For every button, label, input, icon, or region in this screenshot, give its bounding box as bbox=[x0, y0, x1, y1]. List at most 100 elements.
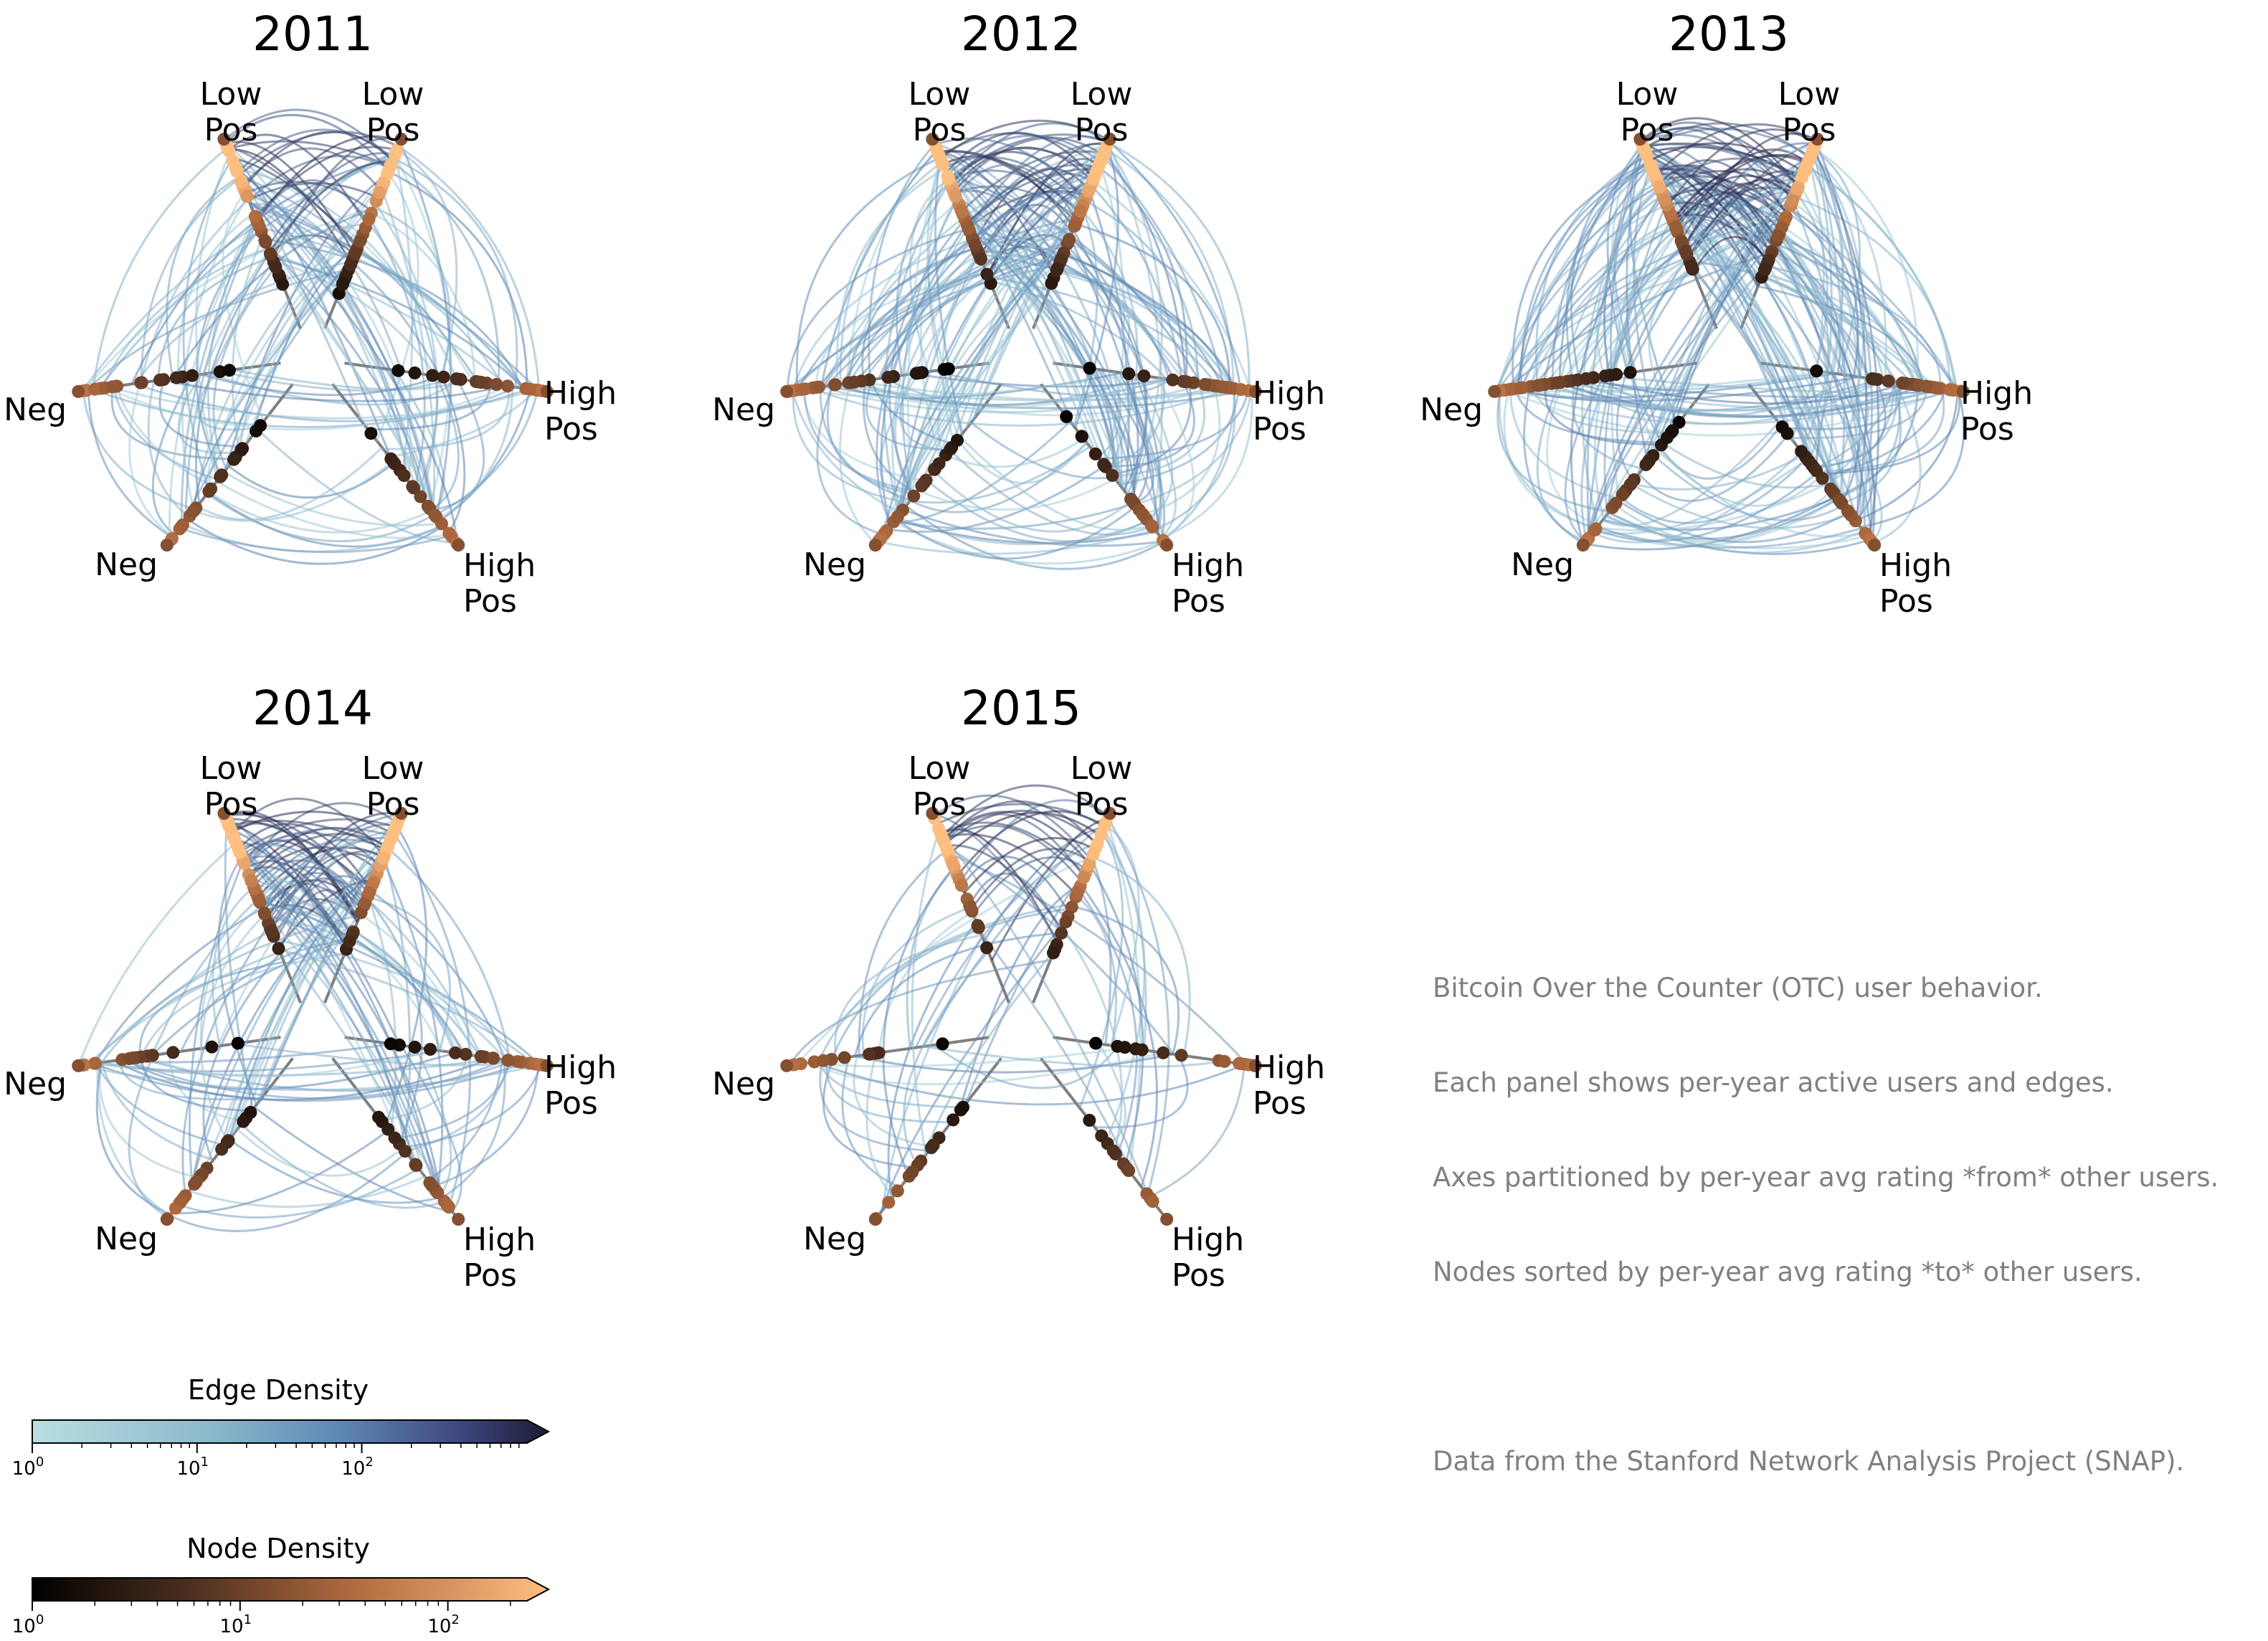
edge bbox=[224, 820, 254, 1110]
info-line-2: Each panel shows per-year active users a… bbox=[1433, 1067, 2114, 1098]
edge bbox=[1106, 378, 1165, 469]
axis-label-low-pos-right: Low Pos bbox=[1071, 750, 1133, 823]
tick-label: 101 bbox=[176, 1455, 209, 1480]
edge bbox=[1595, 225, 1676, 377]
node bbox=[244, 1106, 257, 1120]
node bbox=[429, 509, 442, 523]
edge bbox=[397, 145, 541, 391]
node bbox=[863, 1047, 876, 1061]
edge bbox=[863, 380, 917, 494]
edge bbox=[1097, 371, 1121, 458]
tick-label: 100 bbox=[12, 1455, 44, 1480]
node bbox=[166, 1046, 180, 1059]
edge bbox=[820, 149, 938, 387]
node bbox=[1068, 219, 1081, 233]
nodes bbox=[780, 133, 1262, 552]
node bbox=[1810, 364, 1823, 378]
edge bbox=[1149, 1064, 1245, 1198]
edge bbox=[933, 794, 1092, 861]
edges bbox=[81, 108, 541, 565]
node bbox=[231, 1036, 245, 1050]
edge bbox=[222, 191, 265, 422]
node bbox=[227, 453, 241, 466]
node bbox=[1198, 378, 1212, 391]
edge bbox=[1596, 483, 1828, 531]
node bbox=[240, 189, 254, 203]
node bbox=[227, 830, 240, 843]
edge bbox=[220, 370, 452, 392]
axis-label-neg-bottom: Neg bbox=[95, 1221, 158, 1257]
node bbox=[394, 133, 408, 146]
edge bbox=[1090, 184, 1183, 382]
node bbox=[1146, 1194, 1159, 1208]
axis-label-neg-bottom: Neg bbox=[803, 1221, 866, 1257]
node bbox=[424, 1043, 437, 1056]
edge bbox=[963, 836, 1096, 894]
node bbox=[126, 1051, 140, 1065]
node bbox=[1868, 539, 1882, 552]
node bbox=[1653, 180, 1666, 194]
edge bbox=[850, 377, 1165, 410]
node bbox=[146, 1049, 159, 1062]
axis-label-low-pos-left: Low Pos bbox=[1616, 76, 1679, 148]
tick-label: 101 bbox=[220, 1612, 252, 1637]
edge bbox=[192, 256, 355, 511]
edge bbox=[207, 491, 432, 534]
node bbox=[1160, 1213, 1174, 1226]
node bbox=[1780, 427, 1794, 440]
node bbox=[974, 252, 987, 266]
edge bbox=[966, 164, 1099, 225]
node bbox=[1946, 383, 1960, 397]
edge bbox=[98, 1062, 200, 1179]
edge bbox=[789, 959, 1051, 1067]
axis-label-neg-top: Neg bbox=[4, 1066, 67, 1102]
node bbox=[72, 384, 85, 398]
edge bbox=[934, 157, 964, 435]
edge bbox=[179, 527, 452, 554]
edge bbox=[128, 1054, 169, 1219]
edges bbox=[786, 119, 1253, 570]
node bbox=[1050, 263, 1063, 277]
axis-label-low-pos-left: Low Pos bbox=[908, 76, 971, 148]
edge bbox=[967, 135, 1109, 229]
node bbox=[1083, 361, 1096, 375]
node bbox=[215, 1143, 229, 1156]
edges bbox=[1494, 117, 1965, 555]
edge bbox=[110, 386, 234, 460]
edge bbox=[178, 1167, 419, 1219]
edge bbox=[1603, 188, 1661, 376]
node bbox=[1866, 372, 1880, 386]
edge bbox=[236, 843, 414, 1162]
edge bbox=[169, 1151, 407, 1232]
edge bbox=[200, 913, 266, 1143]
edge bbox=[381, 859, 444, 1193]
axis-label-low-pos-left: Low Pos bbox=[200, 76, 262, 148]
edge bbox=[118, 1059, 262, 1101]
node bbox=[540, 384, 554, 398]
node bbox=[881, 371, 895, 384]
node bbox=[1811, 133, 1824, 146]
edge bbox=[207, 493, 435, 543]
edge bbox=[1511, 218, 1674, 389]
edge bbox=[245, 191, 539, 392]
axis-label-high-pos-bottom: High Pos bbox=[463, 1221, 536, 1294]
edge bbox=[1570, 154, 1648, 380]
edge bbox=[1692, 236, 1769, 273]
edge bbox=[1626, 147, 1649, 463]
edge bbox=[945, 844, 1064, 931]
node bbox=[941, 171, 955, 185]
edge bbox=[895, 505, 1137, 560]
edge bbox=[268, 160, 392, 253]
node bbox=[217, 133, 231, 146]
nodes bbox=[780, 807, 1262, 1226]
edge bbox=[1773, 244, 1861, 504]
node bbox=[907, 489, 921, 503]
edge bbox=[95, 1062, 225, 1147]
panel-title: 2014 bbox=[252, 681, 373, 736]
node bbox=[1580, 372, 1593, 385]
axis-label-low-pos-left: Low Pos bbox=[908, 750, 971, 823]
edge bbox=[1108, 140, 1242, 390]
edge bbox=[234, 166, 435, 514]
node bbox=[940, 842, 954, 856]
edge bbox=[252, 859, 366, 906]
